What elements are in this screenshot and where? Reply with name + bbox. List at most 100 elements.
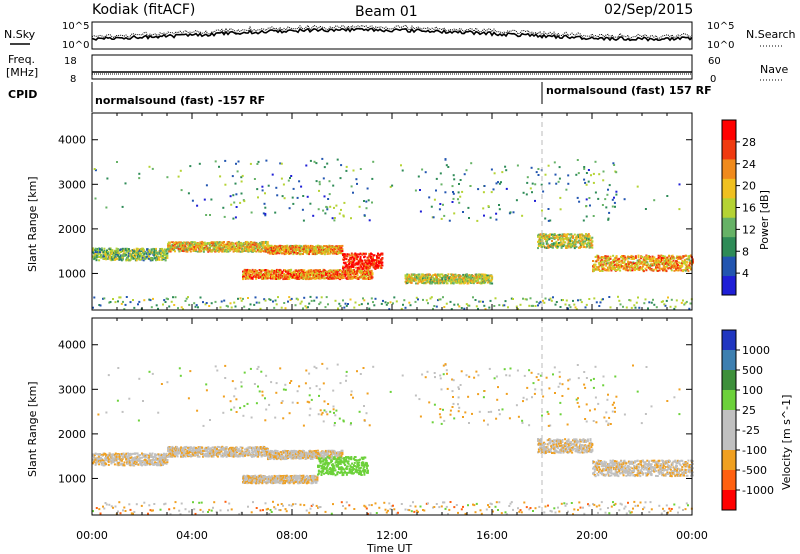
power-colorbar-label: Power [dB]: [758, 190, 771, 250]
echo-cell: [439, 203, 442, 205]
echo-cell: [570, 233, 573, 236]
echo-cell: [345, 169, 348, 172]
echo-cell: [290, 175, 293, 177]
echo-cell: [422, 298, 424, 301]
echo-cell: [358, 205, 361, 208]
echo-cell: [453, 178, 456, 181]
echo-cell: [365, 275, 368, 277]
echo-cell: [349, 277, 352, 280]
echo-cell: [289, 299, 292, 301]
echo-cell: [151, 259, 154, 262]
echo-cell: [92, 460, 95, 463]
echo-cell: [313, 271, 316, 274]
echo-cell: [129, 301, 132, 304]
echo-cell: [315, 296, 318, 299]
echo-cell: [463, 278, 466, 281]
echo-cell: [356, 253, 359, 256]
echo-cell: [449, 300, 452, 303]
echo-cell: [153, 250, 156, 253]
echo-cell: [291, 196, 294, 199]
echo-cell: [105, 256, 108, 259]
echo-cell: [681, 265, 684, 268]
echo-cell: [453, 303, 456, 306]
echo-cell: [403, 299, 406, 302]
echo-cell: [236, 248, 239, 251]
echo-cell: [93, 168, 96, 170]
echo-cell: [586, 234, 589, 237]
echo-cell: [320, 274, 323, 277]
echo-cell: [288, 207, 291, 210]
echo-cell: [184, 241, 187, 244]
echo-cell: [254, 269, 257, 271]
echo-cell: [134, 256, 136, 259]
echo-cell: [225, 246, 228, 249]
echo-cell: [530, 304, 533, 307]
echo-cell: [281, 195, 284, 198]
echo-cell: [112, 298, 114, 300]
echo-cell: [507, 306, 509, 309]
echo-cell: [662, 257, 665, 260]
echo-cell: [557, 180, 560, 183]
echo-cell: [363, 269, 366, 272]
echo-cell: [168, 305, 171, 308]
echo-cell: [349, 273, 352, 276]
echo-cell: [251, 273, 254, 275]
echo-cell: [601, 204, 604, 206]
echo-cell: [267, 184, 270, 187]
echo-cell: [282, 183, 285, 186]
echo-cell: [585, 233, 588, 236]
echo-cell: [227, 305, 229, 308]
echo-cell: [666, 265, 669, 268]
y-tick-label: 4000: [58, 134, 86, 147]
echo-cell: [487, 205, 490, 208]
echo-cell: [376, 263, 379, 266]
echo-cell: [421, 276, 424, 279]
colorbar-swatch: [722, 158, 736, 179]
echo-cell: [288, 277, 291, 280]
echo-cell: [567, 182, 570, 185]
echo-cell: [355, 270, 358, 273]
echo-cell: [483, 278, 486, 281]
echo-cell: [142, 250, 145, 253]
echo-cell: [184, 245, 187, 248]
echo-cell: [613, 266, 615, 268]
echo-cell: [572, 241, 575, 244]
echo-cell: [229, 195, 232, 198]
echo-cell: [172, 244, 175, 247]
echo-cell: [624, 256, 627, 259]
echo-cell: [243, 200, 246, 203]
echo-cell: [438, 298, 441, 301]
echo-cell: [676, 260, 678, 263]
echo-cell: [195, 249, 197, 252]
echo-cell: [322, 209, 325, 212]
echo-cell: [437, 282, 440, 285]
echo-cell: [257, 160, 260, 163]
echo-cell: [385, 303, 388, 306]
echo-cell: [306, 250, 309, 253]
echo-cell: [94, 253, 97, 255]
echo-cell: [224, 248, 227, 251]
echo-cell: [215, 244, 218, 247]
colorbar-swatch: [722, 139, 736, 160]
echo-cell: [680, 301, 683, 304]
echo-cell: [671, 254, 674, 257]
echo-cell: [263, 298, 266, 301]
echo-cell: [217, 246, 220, 249]
echo-cell: [349, 267, 352, 270]
echo-cell: [683, 255, 685, 258]
echo-cell: [660, 254, 663, 257]
nsky-tick-top: 10^5: [62, 21, 89, 32]
echo-cell: [158, 258, 161, 261]
echo-cell: [166, 254, 169, 257]
echo-cell: [358, 304, 361, 306]
echo-cell: [456, 278, 459, 281]
echo-cell: [650, 301, 653, 304]
echo-cell: [600, 265, 603, 268]
echo-cell: [564, 303, 567, 306]
echo-cell: [636, 185, 639, 188]
echo-cell: [327, 303, 329, 306]
echo-cell: [261, 185, 264, 188]
echo-cell: [550, 237, 553, 240]
echo-cell: [297, 276, 300, 279]
